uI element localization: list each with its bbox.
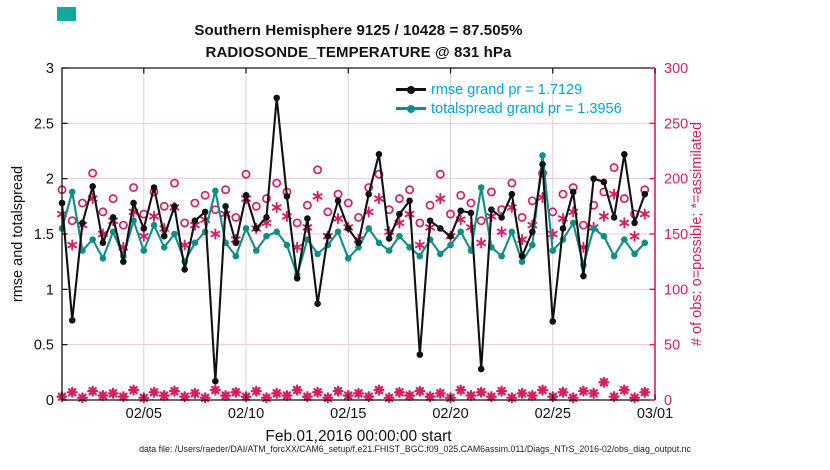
series-rmse <box>58 94 649 385</box>
right-tick-label: 250 <box>664 116 688 132</box>
axis-ticks <box>62 67 656 401</box>
x-tick-label: 02/25 <box>535 406 571 422</box>
right-tick-label: 100 <box>664 282 688 298</box>
right-tick-label: 0 <box>664 393 672 409</box>
left-tick-label: 0.5 <box>34 338 54 354</box>
right-tick-label: 50 <box>664 338 680 354</box>
x-tick-label: 02/20 <box>432 406 468 422</box>
legend-totalspread-label: totalspread grand pr = 1.3956 <box>431 100 622 117</box>
legend: rmse grand pr = 1.7129 totalspread grand… <box>396 80 622 118</box>
legend-item-totalspread: totalspread grand pr = 1.3956 <box>396 99 622 118</box>
series-near-zero-obs-row <box>56 376 651 404</box>
series-totalspread <box>58 152 649 279</box>
legend-item-rmse: rmse grand pr = 1.7129 <box>396 80 622 99</box>
x-tick-label: 03/01 <box>637 406 673 422</box>
left-tick-label: 0 <box>46 393 54 409</box>
legend-totalspread-dot-icon <box>407 104 415 113</box>
legend-rmse-dot-icon <box>407 85 415 94</box>
level-color-swatch <box>57 7 76 21</box>
left-tick-label: 1.5 <box>34 227 54 243</box>
left-tick-label: 3 <box>46 61 54 77</box>
right-tick-label: 150 <box>664 227 688 243</box>
y-axis-label-left: rmse and totalspread <box>10 165 26 303</box>
left-tick-label: 1 <box>46 282 54 298</box>
left-tick-label: 2.5 <box>34 116 54 132</box>
x-tick-label: 02/15 <box>330 406 366 422</box>
x-tick-label: 02/05 <box>126 406 162 422</box>
right-tick-label: 200 <box>664 172 688 188</box>
legend-totalspread-marker-icon <box>396 104 426 113</box>
y-axis-label-right: # of obs: o=possible; *=assimilated <box>689 121 705 347</box>
chart-subtitle: RADIOSONDE_TEMPERATURE @ 831 hPa <box>205 44 512 61</box>
right-tick-label: 300 <box>664 61 688 77</box>
footer-datafile: data file: /Users/raeder/DAI/ATM_forcXX/… <box>139 444 691 454</box>
legend-rmse-label: rmse grand pr = 1.7129 <box>431 81 583 98</box>
left-tick-label: 2 <box>46 172 54 188</box>
legend-rmse-marker-icon <box>396 85 426 94</box>
x-axis-label: Feb.01,2016 00:00:00 start <box>265 428 452 445</box>
x-tick-label: 02/10 <box>228 406 264 422</box>
chart-title: Southern Hemisphere 9125 / 10428 = 87.50… <box>194 22 523 39</box>
